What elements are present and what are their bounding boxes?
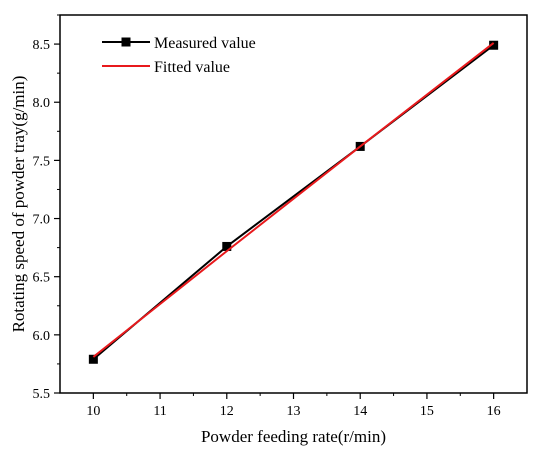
x-tick-label: 11: [153, 404, 166, 419]
y-tick-label: 7.5: [33, 154, 51, 169]
y-tick-label: 6.5: [33, 271, 51, 286]
y-tick-label: 7.0: [33, 213, 51, 228]
x-tick-label: 12: [220, 404, 234, 419]
legend: Measured value Fitted value: [102, 35, 256, 76]
series-layer: [88, 40, 499, 364]
measured-value-point: [88, 354, 98, 364]
fitted-value-line: [92, 42, 495, 358]
x-tick-label: 15: [420, 404, 434, 419]
x-tick-label: 13: [287, 404, 301, 419]
measured-value-point: [489, 40, 499, 50]
y-tick-label: 8.0: [33, 96, 51, 111]
axis-ticks: 10 11 12 13 14 15 16 5.5 6.0 6.5 7.0 7.5 8.0 8.5: [33, 14, 501, 419]
legend-marker-square: [121, 37, 131, 47]
y-tick-label: 8.5: [33, 38, 51, 53]
y-tick-label: 5.5: [33, 387, 51, 402]
measured-value-point: [222, 241, 232, 251]
legend-label-fitted: Fitted value: [154, 59, 230, 76]
y-tick-label: 6.0: [33, 329, 51, 344]
x-tick-label: 14: [353, 404, 367, 419]
legend-label-measured: Measured value: [154, 35, 256, 52]
x-tick-label: 16: [487, 404, 501, 419]
y-axis-title: Rotating speed of powder tray(g/min): [9, 76, 28, 333]
x-axis-title: Powder feeding rate(r/min): [201, 427, 386, 446]
x-tick-label: 10: [86, 404, 100, 419]
